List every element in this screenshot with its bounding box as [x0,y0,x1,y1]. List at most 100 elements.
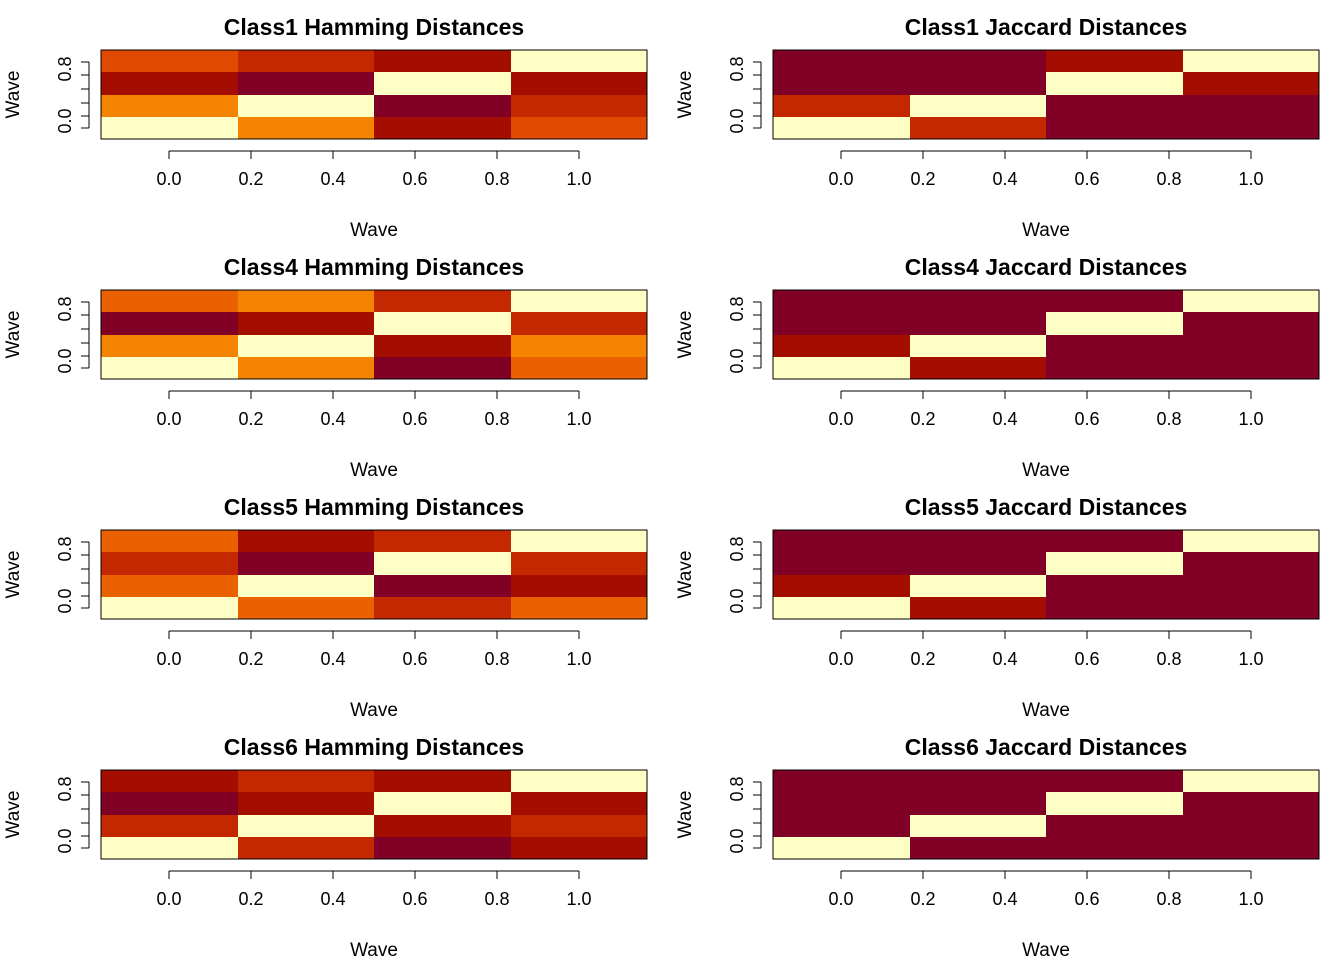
panel-title: Class1 Jaccard Distances [905,14,1188,40]
heatmap-cell [511,770,648,793]
y-tick-label: 0.0 [55,828,75,853]
heatmap-cell [1046,575,1184,598]
panel-title: Class6 Hamming Distances [224,734,524,760]
x-tick-label: 0.6 [402,169,427,189]
x-tick-label: 0.4 [320,169,345,189]
x-tick-label: 1.0 [1238,169,1263,189]
heatmap-cell [101,290,239,313]
x-axis-label: Wave [350,460,398,481]
y-axis-label: Wave [3,71,24,119]
heatmap-panel-6: Class5 Jaccard Distances 0.0 0.2 0.4 0.6 0.8 1… [675,494,1320,721]
x-tick-label: 0.0 [828,889,853,909]
heatmap-cell [374,312,512,336]
x-axis-label: Wave [350,940,398,960]
heatmap-cell [511,95,648,118]
heatmap-panel-3: Class4 Hamming Distances 0.0 0.2 0.4 0.6 0.8 1… [3,254,648,481]
heatmap-cell [511,792,648,816]
x-tick-label: 0.6 [1074,409,1099,429]
heatmap-cell [101,357,239,380]
heatmap-cell [910,72,1047,96]
y-axis-label: Wave [3,551,24,599]
y-axis-label: Wave [3,791,24,839]
heatmap-cell [1046,335,1184,358]
heatmap-cell [1183,597,1320,620]
x-tick-label: 0.4 [992,409,1017,429]
x-tick-label: 0.2 [238,889,263,909]
x-tick-label: 0.2 [238,649,263,669]
x-axis-label: Wave [350,700,398,721]
x-tick-label: 0.4 [992,649,1017,669]
heatmap-cell [238,575,375,598]
heatmap-panel-7: Class6 Hamming Distances 0.0 0.2 0.4 0.6 0.8 1… [3,734,648,960]
heatmap-cell [101,72,239,96]
heatmap-cell [773,357,911,380]
plot-frame [100,289,648,380]
x-tick-label: 0.8 [484,169,509,189]
heatmap-cell [910,95,1047,118]
y-tick-label: 0.0 [727,588,747,613]
x-tick-label: 0.6 [402,889,427,909]
heatmap-cell [101,117,239,140]
heatmap-cell [1046,95,1184,118]
x-tick-label: 0.4 [320,889,345,909]
x-tick-label: 0.8 [484,649,509,669]
heatmap-cell [511,530,648,553]
y-axis-label: Wave [675,551,696,599]
heatmap-cell [773,530,911,553]
x-tick-label: 0.2 [238,169,263,189]
panel-title: Class6 Jaccard Distances [905,734,1188,760]
x-axis-label: Wave [350,220,398,241]
heatmap-cell [910,815,1047,838]
heatmap-cell [101,50,239,73]
heatmap-cell [1046,552,1184,576]
y-axis-label: Wave [675,71,696,119]
heatmap-cell [773,50,911,73]
heatmap-cell [374,95,512,118]
heatmap-cell [238,312,375,336]
y-tick-label: 0.8 [727,776,747,801]
heatmap-cell [910,530,1047,553]
heatmap-cell [1046,312,1184,336]
y-tick-label: 0.8 [55,776,75,801]
x-tick-label: 0.8 [1156,649,1181,669]
heatmap-cell [238,335,375,358]
heatmap-cell [238,530,375,553]
heatmap-cell [1183,815,1320,838]
heatmap-cell [101,815,239,838]
heatmap-cell [1046,815,1184,838]
y-tick-label: 0.0 [727,828,747,853]
x-tick-label: 1.0 [1238,409,1263,429]
heatmap-cell [1046,50,1184,73]
heatmap-cell [910,597,1047,620]
heatmap-cell [511,312,648,336]
y-tick-label: 0.8 [55,296,75,321]
heatmap-cell [1183,290,1320,313]
heatmap-cell [1046,290,1184,313]
heatmap-cell [1183,837,1320,860]
heatmap-cell [773,792,911,816]
plot-frame [100,769,648,860]
heatmap-cell [773,770,911,793]
heatmap-cell [238,837,375,860]
heatmap-cell [910,552,1047,576]
x-tick-label: 0.2 [238,409,263,429]
heatmap-cell [101,597,239,620]
heatmap-cell [101,792,239,816]
heatmap-cell [374,290,512,313]
heatmap-cell [238,50,375,73]
x-tick-label: 0.2 [910,169,935,189]
heatmap-cell [1046,770,1184,793]
heatmap-cell [1046,837,1184,860]
x-tick-label: 0.8 [484,889,509,909]
x-tick-label: 1.0 [566,649,591,669]
y-axis-label: Wave [3,311,24,359]
plot-frame [772,529,1320,620]
x-tick-label: 0.4 [320,409,345,429]
heatmap-cell [374,552,512,576]
heatmap-cell [238,72,375,96]
heatmap-cell [238,290,375,313]
y-tick-label: 0.8 [727,296,747,321]
heatmap-cell [1183,552,1320,576]
heatmap-cell [238,815,375,838]
